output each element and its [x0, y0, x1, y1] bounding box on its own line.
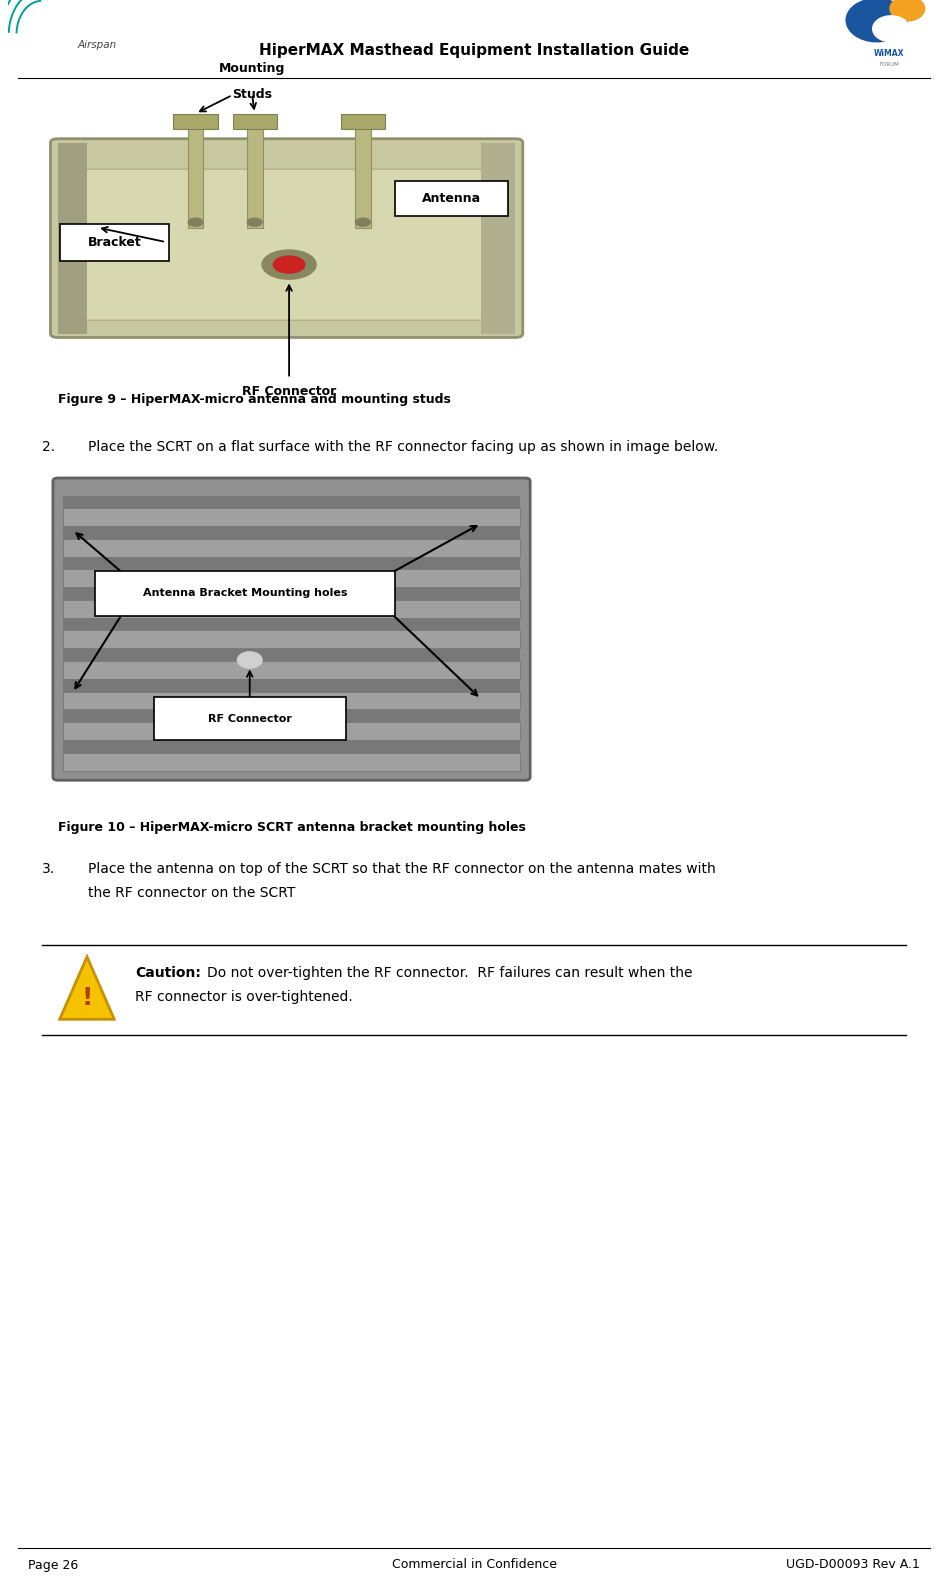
- Text: Commercial in Confidence: Commercial in Confidence: [392, 1558, 556, 1572]
- Bar: [63, 558, 520, 569]
- Bar: [173, 114, 218, 130]
- Bar: [63, 496, 520, 509]
- Bar: [63, 630, 520, 648]
- FancyBboxPatch shape: [82, 169, 486, 321]
- Text: Bracket: Bracket: [87, 235, 141, 248]
- Text: RF connector is over-tightened.: RF connector is over-tightened.: [135, 991, 353, 1003]
- Text: Antenna: Antenna: [422, 191, 481, 205]
- Text: UGD-D00093 Rev A.1: UGD-D00093 Rev A.1: [786, 1558, 920, 1572]
- Circle shape: [847, 0, 907, 41]
- Bar: [246, 117, 263, 228]
- Text: WiMAX: WiMAX: [874, 49, 904, 58]
- Text: Antenna Bracket Mounting holes: Antenna Bracket Mounting holes: [142, 588, 347, 599]
- Circle shape: [237, 653, 262, 668]
- Bar: [58, 142, 87, 333]
- Text: 2.: 2.: [42, 439, 55, 453]
- Bar: [63, 692, 520, 709]
- Text: Do not over-tighten the RF connector.  RF failures can result when the: Do not over-tighten the RF connector. RF…: [207, 965, 693, 980]
- Bar: [63, 539, 520, 556]
- FancyBboxPatch shape: [50, 139, 522, 338]
- Circle shape: [356, 218, 371, 226]
- Text: the RF connector on the SCRT: the RF connector on the SCRT: [88, 886, 296, 901]
- Bar: [63, 600, 520, 618]
- Bar: [63, 649, 520, 660]
- Bar: [63, 741, 520, 752]
- Text: Place the SCRT on a flat surface with the RF connector facing up as shown in ima: Place the SCRT on a flat surface with th…: [88, 439, 719, 453]
- Bar: [63, 588, 520, 600]
- Text: FORUM: FORUM: [879, 62, 899, 68]
- Text: Caution:: Caution:: [135, 965, 201, 980]
- Bar: [63, 509, 520, 526]
- Text: Figure 10 – HiperMAX-micro SCRT antenna bracket mounting holes: Figure 10 – HiperMAX-micro SCRT antenna …: [58, 822, 526, 834]
- Bar: [63, 660, 520, 679]
- Bar: [63, 752, 520, 771]
- Text: Studs: Studs: [232, 88, 272, 101]
- Text: Place the antenna on top of the SCRT so that the RF connector on the antenna mat: Place the antenna on top of the SCRT so …: [88, 863, 716, 875]
- FancyBboxPatch shape: [53, 479, 530, 781]
- Bar: [63, 722, 520, 739]
- Bar: [340, 114, 385, 130]
- Bar: [232, 114, 277, 130]
- FancyBboxPatch shape: [154, 697, 346, 739]
- FancyBboxPatch shape: [395, 182, 508, 215]
- Text: HiperMAX Masthead Equipment Installation Guide: HiperMAX Masthead Equipment Installation…: [259, 43, 689, 57]
- Text: Figure 9 – HiperMAX-micro antenna and mounting studs: Figure 9 – HiperMAX-micro antenna and mo…: [58, 393, 451, 406]
- Circle shape: [890, 0, 924, 21]
- Circle shape: [873, 16, 909, 41]
- Bar: [63, 709, 520, 722]
- Text: !: !: [82, 986, 93, 1010]
- Bar: [481, 142, 516, 333]
- Bar: [188, 117, 204, 228]
- Bar: [355, 117, 371, 228]
- Text: Mounting: Mounting: [219, 62, 285, 74]
- Text: RF Connector: RF Connector: [208, 714, 292, 724]
- Bar: [63, 618, 520, 630]
- Bar: [63, 569, 520, 588]
- Text: Airspan: Airspan: [78, 40, 117, 49]
- FancyBboxPatch shape: [95, 570, 395, 616]
- Polygon shape: [60, 957, 115, 1019]
- Bar: [63, 679, 520, 692]
- Text: RF Connector: RF Connector: [242, 386, 337, 398]
- Circle shape: [189, 218, 203, 226]
- Bar: [63, 526, 520, 539]
- Text: 3.: 3.: [42, 863, 55, 875]
- FancyBboxPatch shape: [61, 223, 169, 261]
- Text: Page 26: Page 26: [28, 1558, 79, 1572]
- Circle shape: [262, 250, 316, 280]
- Circle shape: [247, 218, 262, 226]
- Circle shape: [273, 256, 305, 273]
